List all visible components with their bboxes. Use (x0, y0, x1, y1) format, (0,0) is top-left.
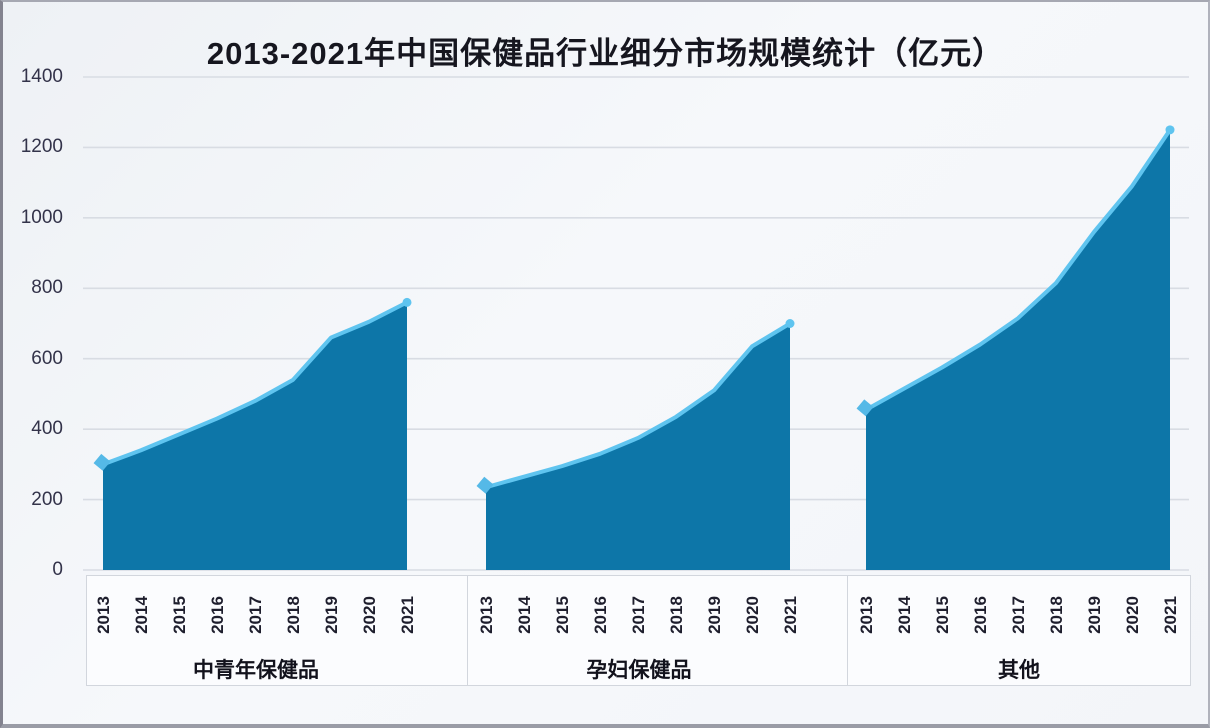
end-point-marker (402, 297, 412, 307)
y-axis-label: 800 (31, 277, 63, 299)
year-label: 2016 (971, 596, 990, 634)
y-axis-label: 200 (31, 488, 63, 510)
y-axis-label: 0 (52, 559, 63, 580)
year-label: 2015 (170, 596, 189, 634)
year-label: 2013 (477, 596, 496, 634)
year-label: 2021 (398, 596, 417, 634)
year-label: 2016 (208, 596, 227, 634)
year-label: 2019 (705, 596, 724, 634)
year-label: 2020 (1123, 596, 1142, 634)
first-point-marker (476, 476, 494, 494)
year-label: 2019 (1085, 596, 1104, 634)
first-point-marker (856, 399, 874, 417)
year-label: 2014 (132, 596, 151, 634)
year-label: 2015 (553, 596, 572, 634)
area-line (101, 300, 409, 467)
y-axis-label: 600 (31, 347, 63, 369)
year-label: 2018 (284, 596, 303, 634)
first-point-marker (93, 453, 111, 471)
year-label: 2016 (591, 596, 610, 634)
chart-title: 2013-2021年中国保健品行业细分市场规模统计（亿元） (206, 36, 1005, 71)
year-label: 2013 (94, 596, 113, 634)
group-label: 其他 (998, 659, 1040, 682)
year-label: 2018 (1047, 596, 1066, 634)
year-label: 2021 (1161, 596, 1180, 634)
year-label: 2014 (895, 596, 914, 634)
group-label: 中青年保健品 (193, 659, 319, 682)
year-label: 2015 (933, 596, 952, 634)
year-label: 2021 (781, 596, 800, 634)
y-axis-label: 1200 (20, 136, 63, 158)
group-label: 孕妇保健品 (586, 659, 692, 682)
y-axis-label: 400 (31, 418, 63, 440)
y-axis-label: 1400 (20, 66, 63, 87)
year-label: 2017 (246, 596, 265, 634)
year-label: 2018 (667, 596, 686, 634)
chart-plot (83, 76, 1189, 571)
group-separator (847, 576, 848, 685)
year-label: 2019 (322, 596, 341, 634)
year-label: 2017 (1009, 596, 1028, 634)
area-fill (486, 323, 790, 570)
area-line (864, 127, 1172, 412)
year-label: 2020 (360, 596, 379, 634)
year-label: 2020 (743, 596, 762, 634)
year-label: 2013 (857, 596, 876, 634)
end-point-marker (785, 319, 795, 328)
year-label: 2014 (515, 596, 534, 634)
year-label: 2017 (629, 596, 648, 634)
y-axis-label: 1000 (20, 206, 63, 228)
end-point-marker (1165, 125, 1175, 135)
area-line (484, 321, 792, 490)
area-fill (103, 302, 407, 570)
area-fill (866, 129, 1170, 571)
x-axis-band: 2013 2014 2015 2016 2017 2018 2019 2020 2021 中青年保… (86, 575, 1191, 686)
group-separator (467, 576, 468, 685)
